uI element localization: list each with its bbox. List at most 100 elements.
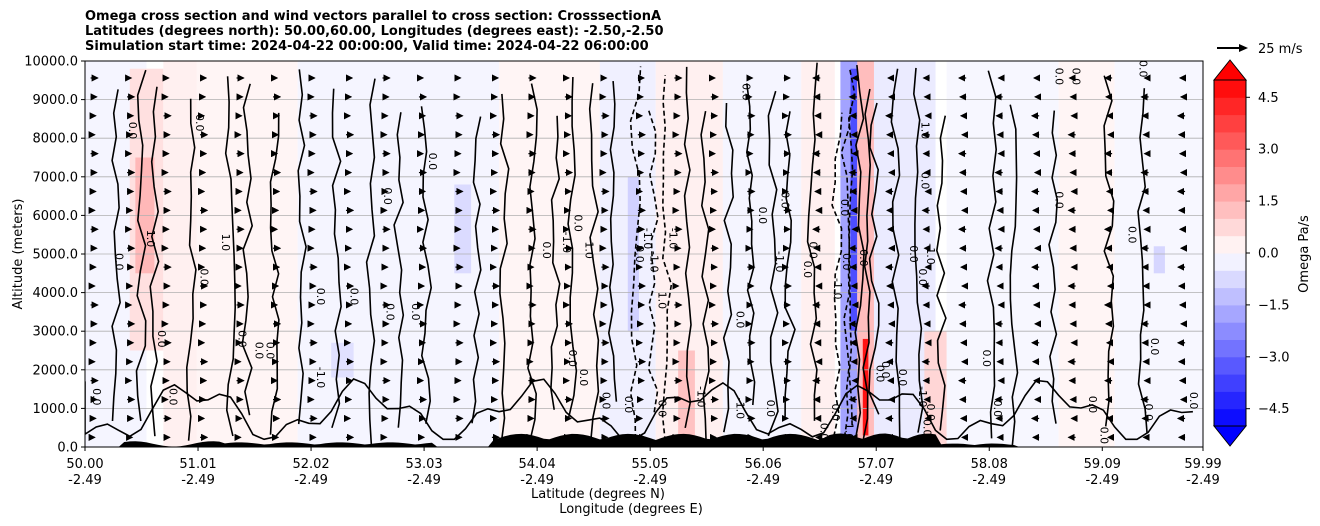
quiver-key: 25 m/s — [1217, 42, 1303, 57]
colorbar-tick-label-1: 3.0 — [1258, 143, 1279, 158]
y-tick-label-4: 4000.0 — [33, 286, 79, 301]
colorbar-band-1 — [1214, 391, 1246, 410]
contour-label-5: 0.0 — [166, 388, 179, 406]
contour-label-25: 0.0 — [599, 392, 612, 410]
contour-line-37 — [935, 115, 947, 431]
contour-label-37: 0.0 — [756, 207, 769, 225]
omega-zone-24 — [1153, 246, 1165, 274]
x-axis-label-lat: Latitude (degrees N) — [531, 487, 665, 502]
colorbar-band-15 — [1214, 149, 1246, 167]
contour-label-59: 1.0 — [918, 122, 931, 140]
x-tick-lon-label-3: -2.49 — [407, 473, 441, 488]
contour-line-38 — [986, 70, 998, 439]
colorbar-band-4 — [1214, 339, 1246, 358]
y-tick-label-10: 10000.0 — [24, 55, 78, 70]
x-tick-lat-label-4: 54.04 — [519, 457, 556, 472]
colorbar-tick-label-4: −1.5 — [1258, 298, 1290, 313]
colorbar-tick-label-3: 0.0 — [1258, 247, 1279, 262]
contour-label-50: 0.0 — [874, 365, 887, 383]
y-tick-label-1: 1000.0 — [33, 402, 79, 417]
contour-line-35 — [890, 68, 901, 442]
contour-label-11: 0.0 — [264, 342, 277, 360]
omega-zone-16 — [850, 68, 858, 332]
x-tick-lon-label-8: -2.49 — [972, 473, 1006, 488]
colorbar-band-16 — [1214, 131, 1246, 150]
contour-line-42 — [1137, 88, 1148, 434]
contour-label-12: -1.0 — [314, 367, 327, 388]
contour-line-41 — [1103, 75, 1115, 427]
y-tick-label-9: 9000.0 — [33, 93, 79, 108]
contour-line-19 — [629, 66, 642, 447]
x-tick-lat-label-2: 52.02 — [292, 457, 329, 472]
contour-label-2: 0.0 — [126, 122, 139, 140]
contour-line-40 — [1048, 110, 1059, 424]
contour-line-4 — [224, 76, 237, 437]
contour-label-36: 0.0 — [739, 83, 752, 101]
colorbar: 4.5 3.0 1.5 0.0 −1.5 −3.0 −4.5 Omega Pa/s — [1212, 59, 1312, 447]
colorbar-band-6 — [1214, 304, 1246, 323]
contour-line-1 — [135, 69, 147, 422]
omega-zone-7 — [331, 342, 354, 378]
contour-label-14: 0.0 — [348, 288, 361, 306]
contour-line-29 — [831, 112, 843, 437]
x-tick-lon-label-1: -2.49 — [181, 473, 215, 488]
contour-label-57: 0.0 — [924, 404, 937, 422]
plot-area: 0.00.00.01.00.00.00.00.01.00.00.00.0-1.0… — [85, 60, 1203, 447]
x-tick-lon-label-5: -2.49 — [633, 473, 667, 488]
contour-label-44: 0.0 — [829, 404, 842, 422]
contour-label-31: -1.0 — [667, 228, 680, 249]
contour-label-33: -1.0 — [695, 386, 708, 407]
colorbar-band-12 — [1214, 201, 1246, 219]
y-tick-label-6: 6000.0 — [33, 209, 79, 224]
contour-label-30: 0.0 — [655, 400, 668, 418]
contour-line-26 — [767, 90, 779, 437]
contour-line-39 — [1009, 104, 1019, 446]
contour-label-45: -1.0 — [831, 278, 844, 299]
x-tick-lat-label-3: 53.03 — [405, 457, 442, 472]
y-tick-label-3: 3000.0 — [33, 325, 79, 340]
contour-line-10 — [393, 112, 405, 428]
x-tick-lat-label-7: 57.07 — [858, 457, 895, 472]
colorbar-band-13 — [1214, 183, 1246, 202]
colorbar-band-8 — [1214, 270, 1246, 289]
contour-label-8: 1.0 — [219, 234, 232, 252]
contour-label-53: 0.0 — [907, 245, 920, 263]
contour-line-7 — [297, 69, 307, 425]
contour-label-69: 0.0 — [1142, 404, 1155, 422]
contour-label-4: 0.0 — [155, 330, 168, 348]
contour-label-68: 0.0 — [1125, 226, 1138, 244]
contour-label-41: 0.0 — [801, 261, 814, 279]
contour-label-24: 1.0 — [583, 241, 596, 259]
x-tick-lat-label-9: 59.09 — [1084, 457, 1121, 472]
contour-line-23 — [700, 110, 710, 443]
contour-label-46: 0.0 — [838, 199, 851, 217]
colorbar-tick-label-0: 4.5 — [1258, 91, 1279, 106]
x-tick-lat-label-8: 58.08 — [971, 457, 1008, 472]
contour-label-49: 0.0 — [857, 249, 870, 267]
contour-label-71: 0.0 — [1137, 60, 1150, 78]
colorbar-band-9 — [1214, 253, 1246, 271]
colorbar-band-10 — [1214, 235, 1246, 254]
colorbar-label: Omega Pa/s — [1297, 215, 1312, 293]
x-axis-label-lon: Longitude (degrees E) — [559, 502, 703, 517]
x-tick-lat-label-0: 50.00 — [66, 457, 103, 472]
contour-label-63: 0.0 — [1053, 191, 1066, 209]
contour-label-60: 0.0 — [921, 419, 934, 437]
axes: 0.0 1000.0 2000.0 3000.0 4000.0 5000.0 6000.0 7… — [11, 55, 1222, 518]
contour-label-22: 0.0 — [571, 214, 584, 232]
contour-label-43: 0.0 — [818, 423, 831, 441]
colorbar-band-18 — [1214, 97, 1246, 116]
contour-label-9: 0.0 — [236, 330, 249, 348]
x-tick-lon-label-2: -2.49 — [294, 473, 328, 488]
colorbar-band-19 — [1214, 80, 1246, 98]
contour-line-8 — [331, 88, 342, 429]
contour-line-28 — [806, 62, 818, 421]
y-axis-label: Altitude (meters) — [11, 199, 26, 310]
colorbar-band-11 — [1214, 218, 1246, 237]
contour-line-33 — [861, 88, 872, 445]
contour-label-72: 0.0 — [1187, 392, 1200, 410]
contour-label-48: 1.0 — [842, 423, 855, 441]
x-tick-lon-label-10: -2.49 — [1186, 473, 1220, 488]
x-tick-lon-label-7: -2.49 — [859, 473, 893, 488]
x-tick-lon-label-6: -2.49 — [746, 473, 780, 488]
